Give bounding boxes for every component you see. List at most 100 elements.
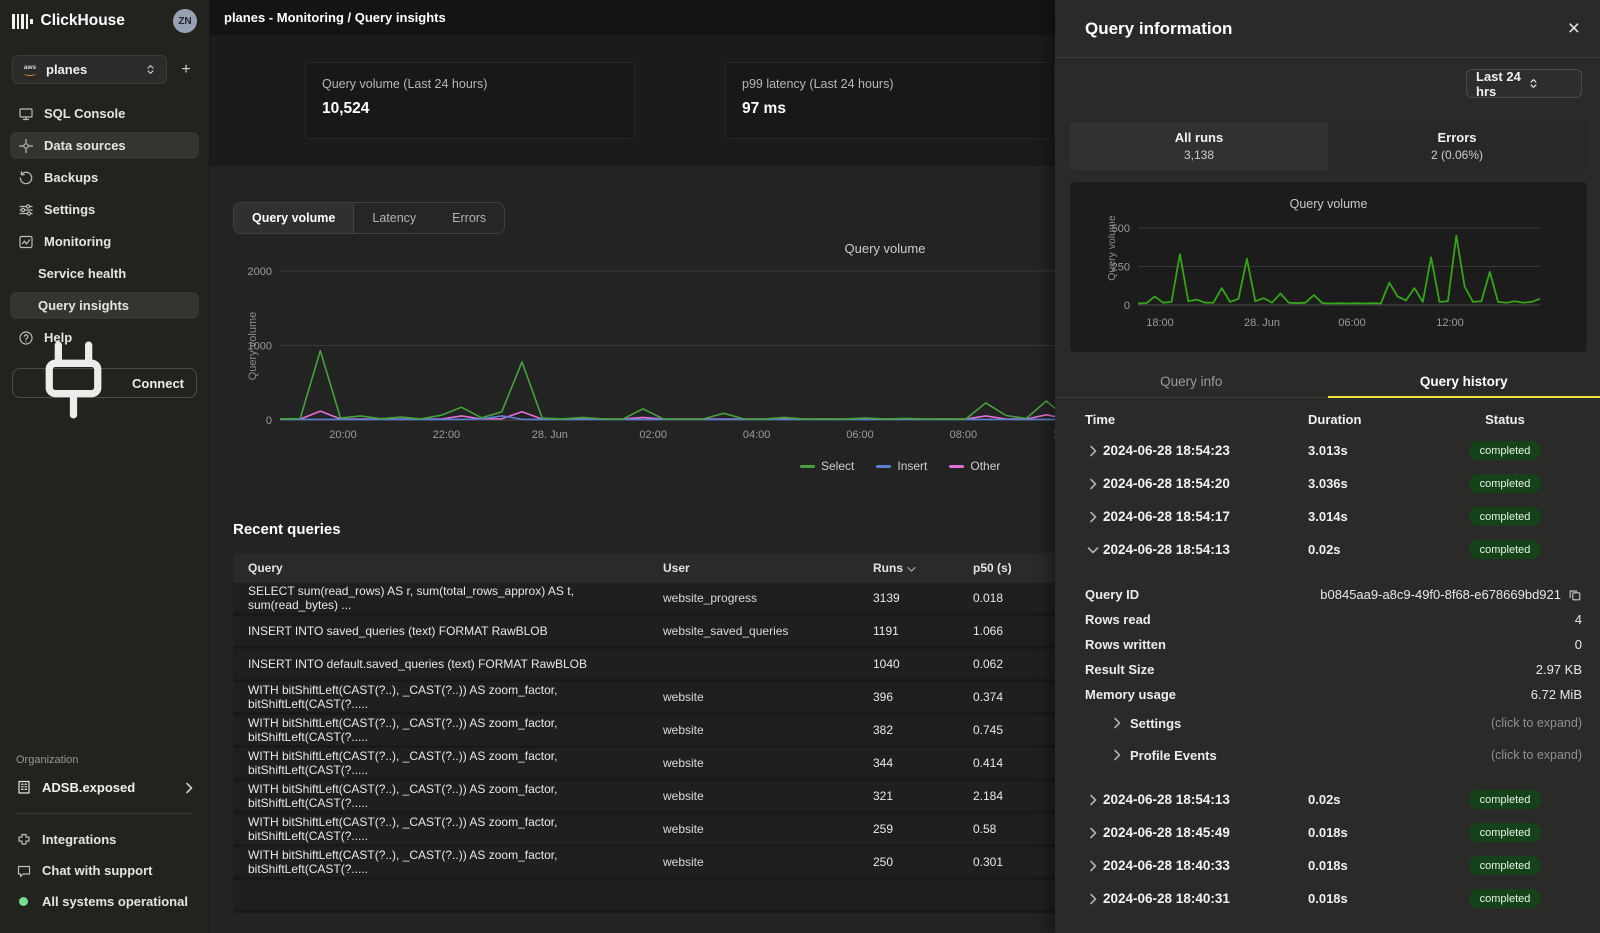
org-label: Organization: [16, 754, 193, 766]
sidebar-item-system-status[interactable]: All systems operational: [16, 888, 193, 915]
panel-tabs: Query info Query history: [1055, 368, 1600, 398]
legend-label: Insert: [897, 459, 927, 473]
history-row[interactable]: 2024-06-28 18:54:203.036scompleted: [1085, 467, 1582, 500]
line-chart-canvas[interactable]: 01000200020:0022:0028. Jun02:0004:0006:0…: [210, 255, 1055, 455]
cell-user: website: [663, 756, 873, 770]
divider: [16, 813, 193, 814]
col-header-runs[interactable]: Runs: [873, 561, 973, 575]
chevron-right-icon[interactable]: [1085, 478, 1093, 490]
chevron-updown-icon: [144, 63, 157, 76]
time-range-select[interactable]: Last 24 hrs: [1466, 69, 1582, 98]
col-header-p50[interactable]: p50 (s): [973, 561, 1055, 575]
svg-text:1000: 1000: [248, 341, 272, 353]
table-row[interactable]: WITH bitShiftLeft(CAST(?..), _CAST(?..))…: [233, 814, 1055, 847]
col-header-time: Time: [1085, 412, 1308, 434]
history-row[interactable]: 2024-06-28 18:54:130.02scompleted: [1085, 533, 1582, 566]
sidebar-item-data-sources[interactable]: Data sources: [10, 132, 199, 159]
history-duration: 0.02s: [1308, 542, 1428, 557]
chevron-right-icon[interactable]: [1085, 860, 1093, 872]
sidebar-item-backups[interactable]: Backups: [10, 164, 199, 191]
sidebar-item-label: Monitoring: [44, 234, 111, 249]
table-row[interactable]: INSERT INTO saved_queries (text) FORMAT …: [233, 616, 1055, 649]
tab-query-volume[interactable]: Query volume: [234, 203, 354, 233]
chart-legend: Select Insert Other: [800, 459, 1000, 473]
tab-query-info[interactable]: Query info: [1055, 368, 1328, 398]
sidebar-item-label: SQL Console: [44, 106, 125, 121]
sidebar-item-chat-with-support[interactable]: Chat with support: [16, 857, 193, 884]
expandable-settings[interactable]: Settings(click to expand): [1085, 707, 1582, 739]
brand-name: ClickHouse: [41, 12, 174, 30]
table-row[interactable]: [233, 880, 1055, 913]
history-row[interactable]: 2024-06-28 18:40:330.018scompleted: [1085, 849, 1582, 882]
sidebar-item-settings[interactable]: Settings: [10, 196, 199, 223]
chart-tabs: Query volumeLatencyErrors: [233, 202, 505, 234]
detail-row-memory-usage: Memory usage6.72 MiB: [1085, 682, 1582, 707]
detail-key: Rows read: [1085, 612, 1151, 627]
history-row[interactable]: 2024-06-28 18:54:233.013scompleted: [1085, 434, 1582, 467]
line-chart-canvas[interactable]: 025050018:0028. Jun06:0012:00: [1070, 218, 1587, 338]
segment-all-runs[interactable]: All runs 3,138: [1070, 122, 1328, 170]
cell-p50: 0.301: [973, 855, 1055, 869]
legend-swatch-icon: [949, 465, 964, 468]
cell-query: WITH bitShiftLeft(CAST(?..), _CAST(?..))…: [233, 782, 663, 810]
legend-item-select[interactable]: Select: [800, 459, 854, 473]
close-icon[interactable]: ×: [1568, 18, 1580, 39]
history-row[interactable]: 2024-06-28 18:45:490.018scompleted: [1085, 816, 1582, 849]
chevron-right-icon[interactable]: [1085, 794, 1093, 806]
sidebar-item-service-health[interactable]: Service health: [10, 260, 199, 287]
col-header-query[interactable]: Query: [233, 561, 663, 575]
table-row[interactable]: WITH bitShiftLeft(CAST(?..), _CAST(?..))…: [233, 715, 1055, 748]
legend-item-other[interactable]: Other: [949, 459, 1000, 473]
add-service-button[interactable]: +: [175, 61, 197, 79]
sidebar-item-monitoring[interactable]: Monitoring: [10, 228, 199, 255]
aws-icon: aws: [22, 64, 38, 76]
tab-query-history[interactable]: Query history: [1328, 368, 1600, 398]
cell-query: INSERT INTO default.saved_queries (text)…: [233, 657, 663, 671]
chevron-right-icon[interactable]: [1085, 511, 1093, 523]
chevron-right-icon[interactable]: [1085, 827, 1093, 839]
copy-icon[interactable]: [1568, 588, 1582, 602]
svg-text:250: 250: [1112, 262, 1130, 274]
chevron-right-icon: [185, 781, 193, 793]
query-volume-chart: Query volume Query volume 01000200020:00…: [210, 235, 1055, 490]
table-row[interactable]: INSERT INTO default.saved_queries (text)…: [233, 649, 1055, 682]
cell-user: website: [663, 690, 873, 704]
org-selector[interactable]: ADSB.exposed: [16, 779, 193, 795]
tab-errors[interactable]: Errors: [434, 203, 504, 233]
svg-text:2000: 2000: [248, 266, 272, 278]
detail-row-query-id: Query IDb0845aa9-a8c9-49f0-8f68-e678669b…: [1085, 582, 1582, 607]
segment-errors[interactable]: Errors 2 (0.06%): [1328, 122, 1586, 170]
col-header-user[interactable]: User: [663, 561, 873, 575]
history-row[interactable]: 2024-06-28 18:54:130.02scompleted: [1085, 783, 1582, 816]
table-row[interactable]: WITH bitShiftLeft(CAST(?..), _CAST(?..))…: [233, 748, 1055, 781]
svg-text:500: 500: [1112, 223, 1130, 235]
cell-query: SELECT sum(read_rows) AS r, sum(total_ro…: [233, 584, 663, 612]
detail-value: 6.72 MiB: [1531, 687, 1582, 702]
chevron-down-icon[interactable]: [1085, 544, 1093, 556]
sidebar-item-sql-console[interactable]: SQL Console: [10, 100, 199, 127]
chevron-right-icon[interactable]: [1085, 893, 1093, 905]
avatar[interactable]: ZN: [173, 9, 197, 33]
tab-latency[interactable]: Latency: [354, 203, 434, 233]
table-row[interactable]: WITH bitShiftLeft(CAST(?..), _CAST(?..))…: [233, 682, 1055, 715]
connect-button[interactable]: Connect: [12, 368, 197, 398]
table-row[interactable]: WITH bitShiftLeft(CAST(?..), _CAST(?..))…: [233, 781, 1055, 814]
detail-key: Rows written: [1085, 637, 1166, 652]
service-selector[interactable]: aws planes: [12, 55, 167, 84]
cell-runs: 382: [873, 723, 973, 737]
history-time: 2024-06-28 18:54:23: [1103, 443, 1230, 458]
query-information-panel: Query information × Last 24 hrs All runs…: [1055, 0, 1600, 933]
table-row[interactable]: WITH bitShiftLeft(CAST(?..), _CAST(?..))…: [233, 847, 1055, 880]
service-name: planes: [46, 62, 136, 77]
legend-item-insert[interactable]: Insert: [876, 459, 927, 473]
legend-label: Select: [821, 459, 854, 473]
sidebar-item-label: Service health: [38, 266, 126, 281]
history-row[interactable]: 2024-06-28 18:54:173.014scompleted: [1085, 500, 1582, 533]
sidebar-item-query-insights[interactable]: Query insights: [10, 292, 199, 319]
sidebar-item-integrations[interactable]: Integrations: [16, 826, 193, 853]
cell-user: website_saved_queries: [663, 624, 873, 638]
table-row[interactable]: SELECT sum(read_rows) AS r, sum(total_ro…: [233, 583, 1055, 616]
history-row[interactable]: 2024-06-28 18:40:310.018scompleted: [1085, 882, 1582, 915]
chevron-right-icon[interactable]: [1085, 445, 1093, 457]
expandable-profile-events[interactable]: Profile Events(click to expand): [1085, 739, 1582, 771]
